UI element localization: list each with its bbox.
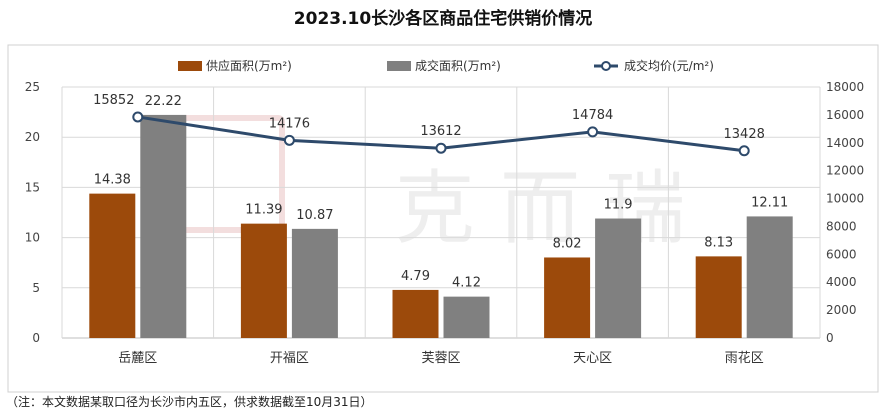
legend-swatch xyxy=(178,61,202,71)
bar-data-label: 8.02 xyxy=(553,236,582,251)
y-left-tick-label: 15 xyxy=(25,180,40,194)
bar-data-label: 4.79 xyxy=(401,269,430,284)
axis-layer: 0 5 10 15 20 25 0 2000 4000 6000 8000 10000 12000 140… xyxy=(25,80,864,366)
price-point xyxy=(738,145,750,157)
bar-data-label: 10.87 xyxy=(296,208,333,223)
bar-deal-天心区 xyxy=(595,218,642,338)
y-left-tick-label: 10 xyxy=(25,231,40,245)
price-data-label: 14784 xyxy=(572,108,613,123)
y-right-tick-label: 10000 xyxy=(826,192,864,206)
x-category-label: 芙蓉区 xyxy=(421,351,460,366)
legend-label: 成交均价(元/m²) xyxy=(624,58,714,73)
y-left-tick-label: 25 xyxy=(25,80,40,94)
y-right-tick-label: 0 xyxy=(826,331,834,345)
bar-supply-天心区 xyxy=(544,257,591,338)
y-right-tick-label: 16000 xyxy=(826,108,864,122)
legend-marker xyxy=(601,61,611,71)
bars-layer xyxy=(89,114,793,339)
chart-title: 2023.10长沙各区商品住宅供销价情况 xyxy=(294,8,592,29)
bar-data-label: 22.22 xyxy=(145,94,182,109)
legend-label: 成交面积(万m²) xyxy=(415,58,501,73)
bar-supply-开福区 xyxy=(240,223,287,338)
y-right-tick-label: 14000 xyxy=(826,136,864,150)
legend: 供应面积(万m²) 成交面积(万m²) 成交均价(元/m²) xyxy=(178,58,714,73)
price-data-label: 14176 xyxy=(269,116,310,131)
price-point xyxy=(435,142,447,154)
watermark-text: 克 而 瑞 xyxy=(395,162,686,255)
price-data-label: 13612 xyxy=(420,124,461,139)
price-data-label: 13428 xyxy=(724,127,765,142)
bar-supply-芙蓉区 xyxy=(392,289,439,338)
bar-data-label: 12.11 xyxy=(751,195,788,210)
bar-deal-芙蓉区 xyxy=(443,296,490,338)
bar-data-label: 11.9 xyxy=(604,198,633,213)
bar-data-label: 8.13 xyxy=(704,235,733,250)
x-category-label: 天心区 xyxy=(573,351,612,366)
y-right-tick-label: 2000 xyxy=(826,303,857,317)
price-point xyxy=(283,134,295,146)
y-left-tick-label: 5 xyxy=(32,281,40,295)
y-left-tick-label: 20 xyxy=(25,130,40,144)
x-category-label: 岳麓区 xyxy=(118,351,157,366)
y-right-tick-label: 8000 xyxy=(826,219,857,233)
bar-deal-岳麓区 xyxy=(140,114,187,339)
legend-label: 供应面积(万m²) xyxy=(206,58,292,73)
labels-layer: 14.38 11.39 4.79 8.02 8.13 22.22 10.87 4.12 11.9… xyxy=(93,93,788,291)
grid-layer xyxy=(61,86,821,339)
bar-data-label: 11.39 xyxy=(245,203,282,218)
line-layer xyxy=(132,111,750,157)
legend-swatch xyxy=(387,61,411,71)
bar-deal-开福区 xyxy=(291,228,338,338)
y-right-tick-label: 6000 xyxy=(826,247,857,261)
footnote: （注：本文数据某取口径为长沙市内五区，供求数据截至10月31日） xyxy=(6,394,373,409)
x-category-label: 雨花区 xyxy=(725,350,764,366)
bar-deal-雨花区 xyxy=(746,216,793,338)
price-point xyxy=(587,126,599,138)
y-left-tick-label: 0 xyxy=(32,331,40,345)
y-right-tick-label: 4000 xyxy=(826,275,857,289)
bar-supply-岳麓区 xyxy=(89,193,136,338)
y-right-tick-label: 12000 xyxy=(826,164,864,178)
y-right-tick-label: 18000 xyxy=(826,80,864,94)
bar-data-label: 4.12 xyxy=(452,276,481,291)
bar-supply-雨花区 xyxy=(695,256,742,338)
x-category-label: 开福区 xyxy=(270,351,309,366)
bar-data-label: 14.38 xyxy=(94,173,131,188)
price-data-label: 15852 xyxy=(93,93,134,108)
price-point xyxy=(132,111,144,123)
